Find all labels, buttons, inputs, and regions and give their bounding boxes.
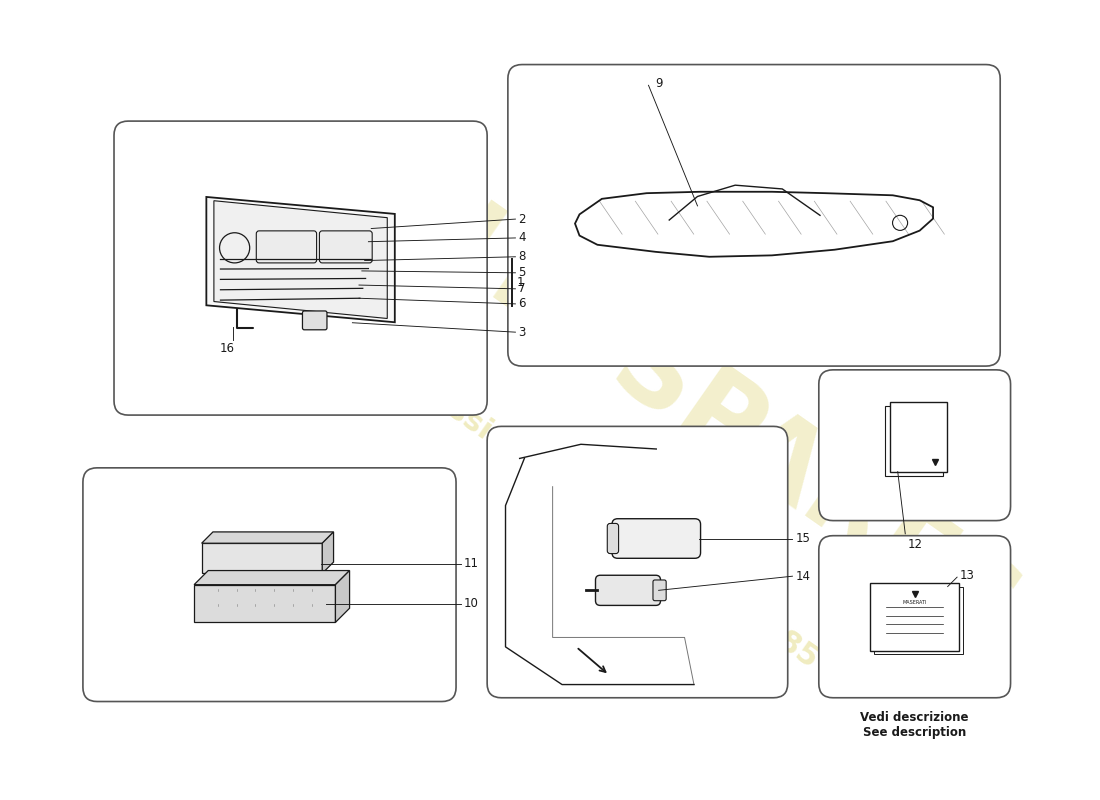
Polygon shape: [194, 585, 336, 622]
Text: a passion for parts since 1985: a passion for parts since 1985: [383, 353, 824, 674]
FancyBboxPatch shape: [256, 231, 317, 263]
FancyBboxPatch shape: [890, 402, 947, 472]
FancyBboxPatch shape: [607, 523, 618, 554]
Polygon shape: [575, 192, 933, 257]
FancyBboxPatch shape: [114, 121, 487, 415]
Text: 7: 7: [518, 282, 526, 295]
Text: MASERATI: MASERATI: [902, 600, 927, 605]
Polygon shape: [213, 201, 387, 318]
Polygon shape: [201, 532, 333, 543]
FancyBboxPatch shape: [873, 586, 964, 654]
Text: 8: 8: [518, 250, 526, 263]
Text: 10: 10: [463, 597, 478, 610]
Text: 5: 5: [518, 266, 526, 279]
Text: Vedi descrizione
See description: Vedi descrizione See description: [860, 711, 969, 739]
FancyBboxPatch shape: [82, 468, 456, 702]
Text: AUTOSPARES: AUTOSPARES: [319, 117, 1037, 664]
FancyBboxPatch shape: [319, 231, 372, 263]
Polygon shape: [201, 543, 322, 574]
FancyBboxPatch shape: [508, 65, 1000, 366]
Text: 6: 6: [518, 298, 526, 310]
Text: 14: 14: [795, 570, 811, 582]
FancyBboxPatch shape: [487, 426, 788, 698]
Text: 11: 11: [463, 558, 478, 570]
FancyBboxPatch shape: [818, 370, 1011, 521]
FancyBboxPatch shape: [818, 536, 1011, 698]
FancyBboxPatch shape: [595, 575, 660, 606]
Text: 4: 4: [518, 231, 526, 245]
Text: 3: 3: [518, 326, 526, 338]
FancyBboxPatch shape: [653, 580, 667, 601]
Text: 1: 1: [516, 276, 524, 289]
Polygon shape: [194, 570, 350, 585]
Text: 9: 9: [656, 77, 662, 90]
Polygon shape: [322, 532, 333, 574]
Text: 16: 16: [220, 342, 234, 355]
Text: 12: 12: [908, 538, 922, 550]
Text: 2: 2: [518, 213, 526, 226]
FancyBboxPatch shape: [884, 406, 943, 476]
Polygon shape: [207, 197, 395, 322]
FancyBboxPatch shape: [870, 582, 959, 650]
Text: 15: 15: [795, 532, 810, 545]
Polygon shape: [336, 570, 350, 622]
FancyBboxPatch shape: [302, 311, 327, 330]
FancyBboxPatch shape: [612, 518, 701, 558]
Text: 13: 13: [960, 569, 975, 582]
